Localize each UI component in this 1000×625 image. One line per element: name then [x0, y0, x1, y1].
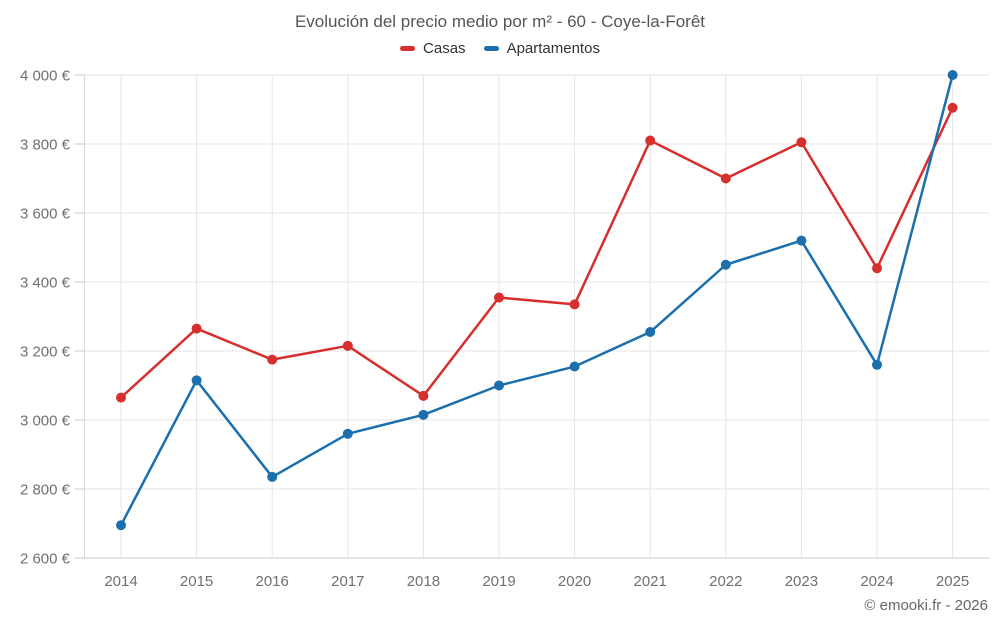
data-point-casas-2016[interactable] — [267, 354, 278, 365]
data-point-apartamentos-2014[interactable] — [116, 520, 126, 531]
x-axis-label: 2018 — [407, 573, 440, 590]
y-axis-label: 3 000 € — [20, 413, 71, 430]
data-point-apartamentos-2016[interactable] — [267, 471, 278, 482]
y-axis-label: 3 200 € — [20, 344, 71, 361]
y-axis-label: 3 600 € — [20, 206, 71, 223]
x-axis-label: 2025 — [936, 573, 969, 590]
y-axis-label: 2 800 € — [20, 482, 71, 499]
x-axis-label: 2024 — [860, 573, 893, 590]
data-point-casas-2023[interactable] — [796, 137, 807, 148]
y-axis-label: 3 800 € — [20, 137, 71, 154]
x-axis-label: 2023 — [785, 573, 818, 590]
data-point-apartamentos-2022[interactable] — [720, 259, 731, 270]
data-point-casas-2017[interactable] — [342, 340, 353, 351]
legend-item-apartamentos[interactable]: Apartamentos — [483, 40, 600, 57]
series-line-casas — [119, 106, 954, 399]
data-point-casas-2022[interactable] — [720, 173, 731, 184]
legend-label-apartamentos: Apartamentos — [506, 40, 600, 57]
y-axis-label: 3 400 € — [20, 275, 71, 292]
data-point-casas-2020[interactable] — [569, 299, 580, 310]
x-axis-label: 2020 — [558, 573, 591, 590]
data-point-apartamentos-2021[interactable] — [645, 327, 656, 338]
copyright-credit: © emooki.fr - 2026 — [864, 597, 988, 614]
x-axis-label: 2017 — [331, 573, 364, 590]
legend-item-casas[interactable]: Casas — [400, 40, 466, 57]
data-point-casas-2015[interactable] — [191, 323, 202, 334]
data-point-casas-2019[interactable] — [494, 292, 504, 303]
data-point-apartamentos-2024[interactable] — [872, 359, 882, 370]
y-axis-label: 4 000 € — [20, 68, 71, 85]
legend-marker-casas — [400, 46, 416, 51]
x-axis-label: 2016 — [256, 573, 289, 590]
data-point-apartamentos-2018[interactable] — [418, 409, 429, 420]
series-line-apartamentos — [119, 73, 954, 527]
x-axis-label: 2014 — [104, 573, 137, 590]
data-point-apartamentos-2019[interactable] — [494, 380, 504, 391]
data-point-apartamentos-2020[interactable] — [569, 361, 580, 372]
legend-label-casas: Casas — [423, 40, 466, 57]
x-axis-label: 2015 — [180, 573, 213, 590]
data-point-casas-2025[interactable] — [947, 102, 958, 113]
x-axis-label: 2022 — [709, 573, 742, 590]
data-point-casas-2021[interactable] — [645, 135, 656, 146]
data-point-apartamentos-2023[interactable] — [796, 235, 807, 246]
y-axis-label: 2 600 € — [20, 551, 71, 568]
data-point-apartamentos-2025[interactable] — [947, 70, 958, 80]
data-point-casas-2014[interactable] — [116, 392, 126, 403]
data-point-apartamentos-2017[interactable] — [342, 428, 353, 439]
data-point-casas-2024[interactable] — [872, 263, 882, 274]
chart-title: Evolución del precio medio por m² - 60 -… — [294, 12, 706, 31]
data-point-casas-2018[interactable] — [418, 390, 429, 401]
data-point-apartamentos-2015[interactable] — [191, 375, 202, 386]
x-axis-label: 2021 — [634, 573, 667, 590]
x-axis-label: 2019 — [482, 573, 515, 590]
legend: Casas Apartamentos — [0, 40, 1000, 57]
legend-marker-apartamentos — [483, 46, 499, 51]
